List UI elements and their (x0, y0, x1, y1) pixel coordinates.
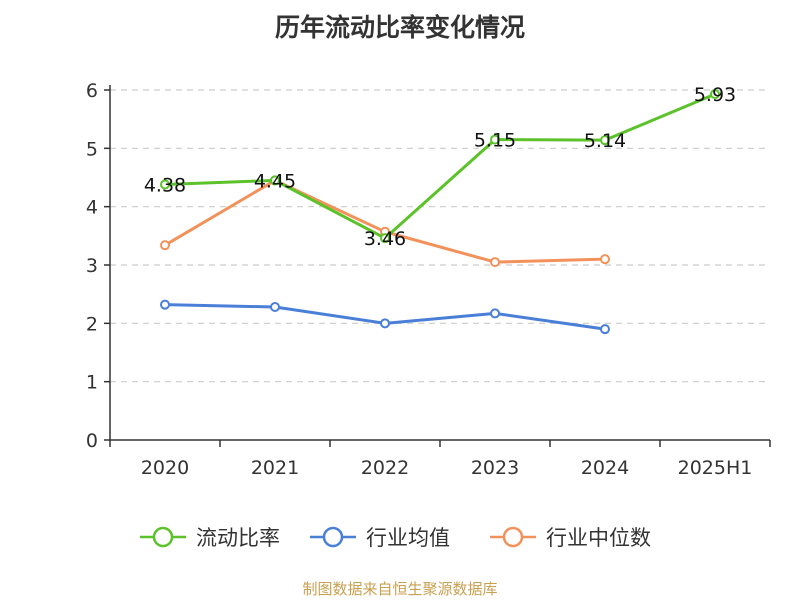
grid-lines (110, 89, 770, 383)
legend-label-2: 行业中位数 (546, 526, 651, 550)
data-point (160, 299, 170, 310)
series-lines (160, 89, 720, 335)
y-tick-label: 2 (86, 313, 98, 335)
series-line-0 (164, 92, 716, 240)
data-point (380, 233, 390, 244)
x-tick-label: 2024 (581, 457, 629, 479)
y-tick-label: 1 (86, 372, 98, 394)
legend-marker-1 (322, 526, 344, 548)
chart-title: 历年流动比率变化情况 (274, 13, 525, 42)
data-label: 4.45 (254, 170, 296, 192)
data-point (160, 240, 170, 251)
x-tick-label: 2020 (141, 457, 189, 479)
x-tick-label: 2021 (251, 457, 299, 479)
legend-label-0: 流动比率 (196, 526, 280, 550)
x-tick-label: 2025H1 (678, 457, 753, 479)
legend-label-1: 行业均值 (366, 526, 450, 550)
y-tick-label: 3 (86, 255, 98, 277)
data-point (490, 257, 500, 268)
data-label: 5.14 (584, 130, 626, 152)
legend-marker-2 (502, 526, 524, 548)
data-label: 5.15 (474, 130, 516, 152)
source-note: 制图数据来自恒生聚源数据库 (302, 580, 498, 598)
data-point (600, 135, 610, 146)
axes: 0 1 2 3 4 5 6 2020 2021 2022 2023 2024 2025H1 (86, 80, 771, 479)
y-tick-label: 5 (86, 138, 98, 160)
data-point (270, 175, 280, 186)
y-tick-label: 0 (86, 430, 98, 452)
data-point (490, 134, 500, 145)
y-tick-label: 6 (86, 80, 98, 102)
data-point (600, 254, 610, 265)
data-label: 4.38 (144, 175, 186, 197)
data-label: 5.93 (694, 84, 736, 106)
x-tick-label: 2022 (361, 457, 409, 479)
legend-marker-0 (152, 526, 174, 548)
x-tick-label: 2023 (471, 457, 519, 479)
data-label: 3.46 (364, 228, 406, 250)
data-point (490, 308, 500, 319)
data-point (600, 324, 610, 335)
y-tick-label: 4 (86, 197, 98, 219)
data-point (710, 89, 720, 100)
data-point (160, 179, 170, 190)
data-point (270, 302, 280, 312)
data-point (380, 318, 390, 329)
data-labels: 4.38 4.45 3.46 5.15 5.14 5.93 (144, 84, 736, 250)
legend: 流动比率 行业均值 行业中位数 (140, 526, 651, 550)
